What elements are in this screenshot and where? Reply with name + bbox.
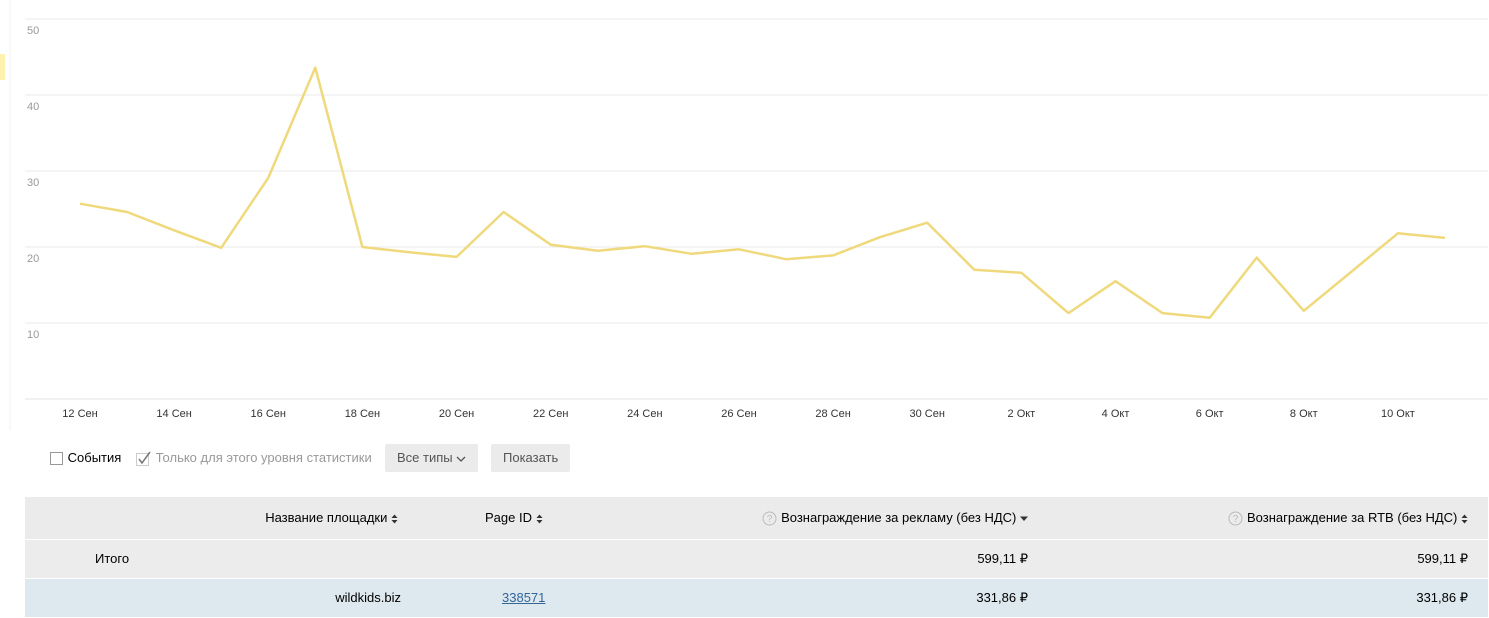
label: Только для этого уровня статистики xyxy=(155,450,372,465)
x-tick-label: 16 Сен xyxy=(251,408,286,420)
x-tick-label: 28 Сен xyxy=(815,408,850,420)
x-tick-label: 12 Сен xyxy=(62,408,97,420)
sort-icon xyxy=(391,514,398,524)
x-tick-label: 10 Окт xyxy=(1381,408,1415,420)
site-header[interactable]: Название площадки xyxy=(265,497,398,539)
ad-reward-header[interactable]: ? Вознаграждение за рекламу (без НДС) xyxy=(762,497,1028,539)
x-tick-label: 30 Сен xyxy=(910,408,945,420)
rtb-reward: 599,11 ₽ xyxy=(1417,551,1468,566)
y-tick-label: 30 xyxy=(27,177,39,189)
header-text: Название площадки xyxy=(265,510,388,525)
sort-icon xyxy=(1461,514,1468,524)
types-dropdown[interactable]: Все типы xyxy=(385,444,479,472)
accent xyxy=(0,54,5,80)
help-icon: ? xyxy=(1228,511,1243,526)
header-text: Page ID xyxy=(485,510,532,525)
x-tick-label: 18 Сен xyxy=(345,408,380,420)
x-tick-label: 14 Сен xyxy=(156,408,191,420)
x-tick-label: 26 Сен xyxy=(721,408,756,420)
rtb-reward: 331,86 ₽ xyxy=(1416,590,1468,605)
chart: 10 20 30 40 50 12 Сен 14 Сен 16 Сен 18 Сен 20 Сен… xyxy=(0,0,1488,430)
rtb-reward-header[interactable]: ? Вознаграждение за RTB (без НДС) xyxy=(1228,497,1468,539)
x-tick-label: 22 Сен xyxy=(533,408,568,420)
level-checkbox[interactable]: Только для этого уровня статистики xyxy=(136,444,372,472)
label: Все типы xyxy=(397,450,453,465)
help-icon: ? xyxy=(762,511,777,526)
y-tick-label: 10 xyxy=(27,329,39,341)
data-row: wildkids.biz 338571 331,86 ₽ 331,86 ₽ xyxy=(25,579,1488,617)
checkbox xyxy=(50,451,63,465)
page-id-link[interactable]: 338571 xyxy=(502,579,545,617)
svg-text:?: ? xyxy=(767,514,773,525)
table-header: Название площадки Page ID ? Вознагражден… xyxy=(25,497,1488,539)
show-button[interactable]: Показать xyxy=(491,444,571,472)
pageid-header[interactable]: Page ID xyxy=(485,497,543,539)
header-text: Вознаграждение за рекламу (без НДС) xyxy=(781,510,1017,525)
x-tick-label: 24 Сен xyxy=(627,408,662,420)
link[interactable]: 338571 xyxy=(502,590,546,605)
x-tick-label: 6 Окт xyxy=(1196,408,1224,420)
sort-icon xyxy=(536,514,543,524)
total-row: Итого 599,11 ₽ 599,11 ₽ xyxy=(25,540,1488,578)
y-tick-label: 40 xyxy=(27,101,39,113)
site: wildkids.biz xyxy=(335,590,401,605)
x-tick-label: 4 Окт xyxy=(1102,408,1130,420)
y-tick-label: 50 xyxy=(27,25,39,37)
events-checkbox[interactable]: События xyxy=(50,444,121,472)
x-tick-label: 20 Сен xyxy=(439,408,474,420)
ad-reward: 331,86 ₽ xyxy=(976,590,1028,605)
total-label: Итого xyxy=(95,551,130,566)
data-line xyxy=(79,66,1446,319)
x-tick-label: 8 Окт xyxy=(1290,408,1318,420)
x-tick-label: 2 Окт xyxy=(1008,408,1036,420)
ad-reward: 599,11 ₽ xyxy=(977,551,1028,566)
label: Показать xyxy=(503,450,559,465)
y-tick-label: 20 xyxy=(27,253,39,265)
header-text: Вознаграждение за RTB (без НДС) xyxy=(1247,510,1458,525)
svg-text:?: ? xyxy=(1233,514,1239,525)
sort-icon xyxy=(1020,516,1028,521)
chevron xyxy=(456,456,466,462)
label: События xyxy=(67,450,122,465)
checkbox xyxy=(136,451,151,466)
